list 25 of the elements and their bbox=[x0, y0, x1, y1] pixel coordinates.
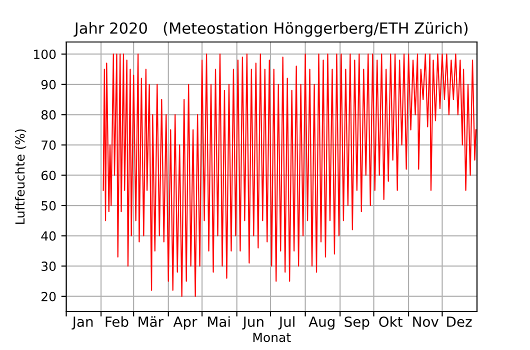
y-tick-label: 90 bbox=[41, 80, 56, 90]
x-axis-title: Monat bbox=[253, 332, 291, 342]
x-tick-label: Jul bbox=[278, 316, 294, 330]
x-tick-label: Okt bbox=[379, 316, 402, 327]
y-tick-label: 80 bbox=[41, 110, 56, 120]
y-tick-label: 40 bbox=[41, 231, 56, 241]
x-tick-label: Sep bbox=[344, 316, 370, 330]
line-series bbox=[102, 54, 476, 297]
y-tick-label: 70 bbox=[42, 140, 56, 150]
y-axis-title: Luftfeuchte (%) bbox=[15, 129, 26, 224]
x-tick-label: Dez bbox=[447, 316, 472, 327]
y-tick-label: 30 bbox=[42, 262, 56, 272]
y-tick-label: 100 bbox=[34, 50, 56, 60]
chart-title: Jahr 2020 (Meteostation Hönggerberg/ETH Zürich) bbox=[74, 22, 468, 37]
x-tick-label: Nov bbox=[413, 316, 439, 327]
x-tick-label: Jun bbox=[242, 316, 264, 330]
x-tick-label: Mai bbox=[208, 316, 230, 327]
x-tick-label: Mär bbox=[138, 316, 164, 327]
y-tick-label: 60 bbox=[41, 170, 56, 180]
y-tick-label: 20 bbox=[42, 292, 56, 302]
y-tick-label: 50 bbox=[42, 200, 56, 210]
x-tick-label: Feb bbox=[106, 316, 128, 327]
x-tick-label: Apr bbox=[173, 316, 198, 330]
x-tick-label: Aug bbox=[308, 316, 334, 330]
x-tick-label: Jan bbox=[72, 316, 93, 330]
